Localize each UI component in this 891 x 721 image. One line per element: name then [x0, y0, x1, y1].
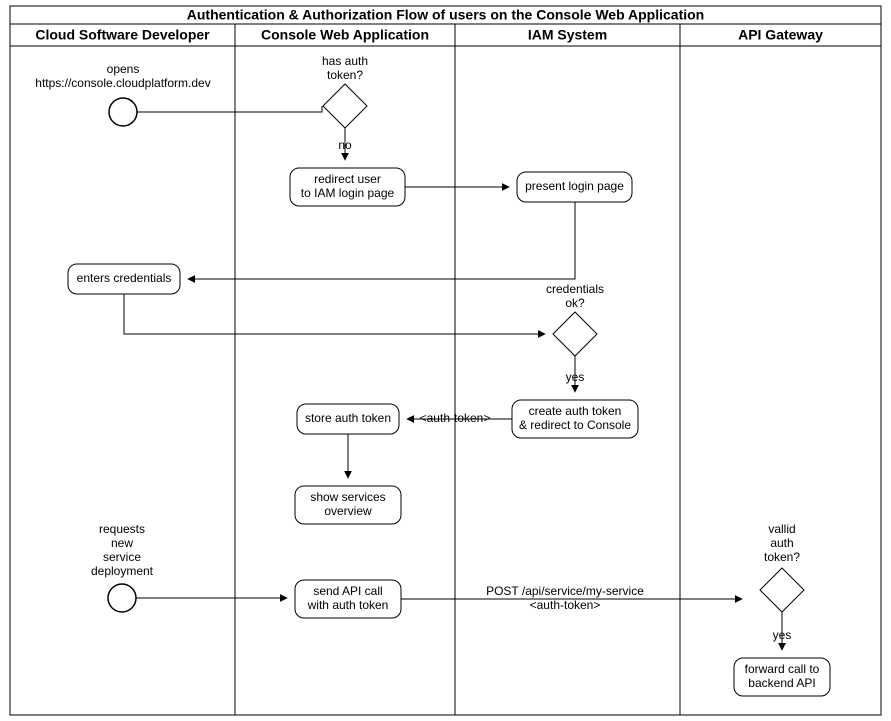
label-dec_valid_label3: token? [764, 550, 800, 564]
diagram-title: Authentication & Authorization Flow of u… [187, 7, 704, 23]
svg-text:redirect user: redirect user [314, 172, 381, 186]
svg-text:present login page: present login page [525, 179, 624, 193]
start-start1 [109, 98, 137, 126]
svg-text:show services: show services [310, 490, 385, 504]
label-dec_creds_label1: credentials [546, 282, 604, 296]
label-dec_token_label1: has auth [322, 54, 368, 68]
svg-text:& redirect to Console: & redirect to Console [519, 418, 631, 432]
lane-header-lane1: Cloud Software Developer [35, 27, 210, 43]
label-open_label1: opens [107, 62, 140, 76]
label-dec_creds_label2: ok? [565, 296, 585, 310]
decision-dec_creds [553, 312, 597, 356]
svg-text:to IAM login page: to IAM login page [301, 186, 395, 200]
start-start2 [108, 584, 136, 612]
svg-text:forward call to: forward call to [745, 662, 820, 676]
lane-header-lane2: Console Web Application [261, 27, 429, 43]
label-dec_token_label2: token? [327, 68, 363, 82]
label-req_label3: service [103, 550, 141, 564]
svg-text:send API call: send API call [313, 584, 382, 598]
decision-dec_valid [760, 568, 804, 612]
svg-text:with auth token: with auth token [307, 598, 389, 612]
svg-text:store auth token: store auth token [305, 411, 391, 425]
decision-dec_token [323, 84, 367, 128]
label-dec_creds_yes: yes [566, 370, 585, 384]
label-post_label1: POST /api/service/my-service [486, 584, 644, 598]
label-dec_token_no: no [338, 138, 352, 152]
edge-e1 [137, 106, 322, 112]
label-auth_token_edge_label: <auth-token> [420, 411, 491, 425]
label-post_label2: <auth-token> [530, 598, 601, 612]
edge-e4 [188, 202, 575, 279]
lane-header-lane3: IAM System [528, 27, 607, 43]
label-req_label4: deployment [91, 564, 154, 578]
lane-header-lane4: API Gateway [738, 27, 823, 43]
label-open_label2: https://console.cloudplatform.dev [35, 76, 210, 90]
label-dec_valid_yes: yes [773, 628, 792, 642]
svg-text:backend API: backend API [748, 676, 815, 690]
label-dec_valid_label2: auth [770, 536, 793, 550]
label-dec_valid_label1: vallid [768, 522, 795, 536]
svg-text:overview: overview [324, 504, 372, 518]
label-req_label2: new [111, 536, 133, 550]
label-req_label1: requests [99, 522, 145, 536]
svg-text:enters credentials: enters credentials [77, 271, 172, 285]
svg-text:create auth token: create auth token [529, 404, 622, 418]
edge-e5 [124, 294, 545, 334]
